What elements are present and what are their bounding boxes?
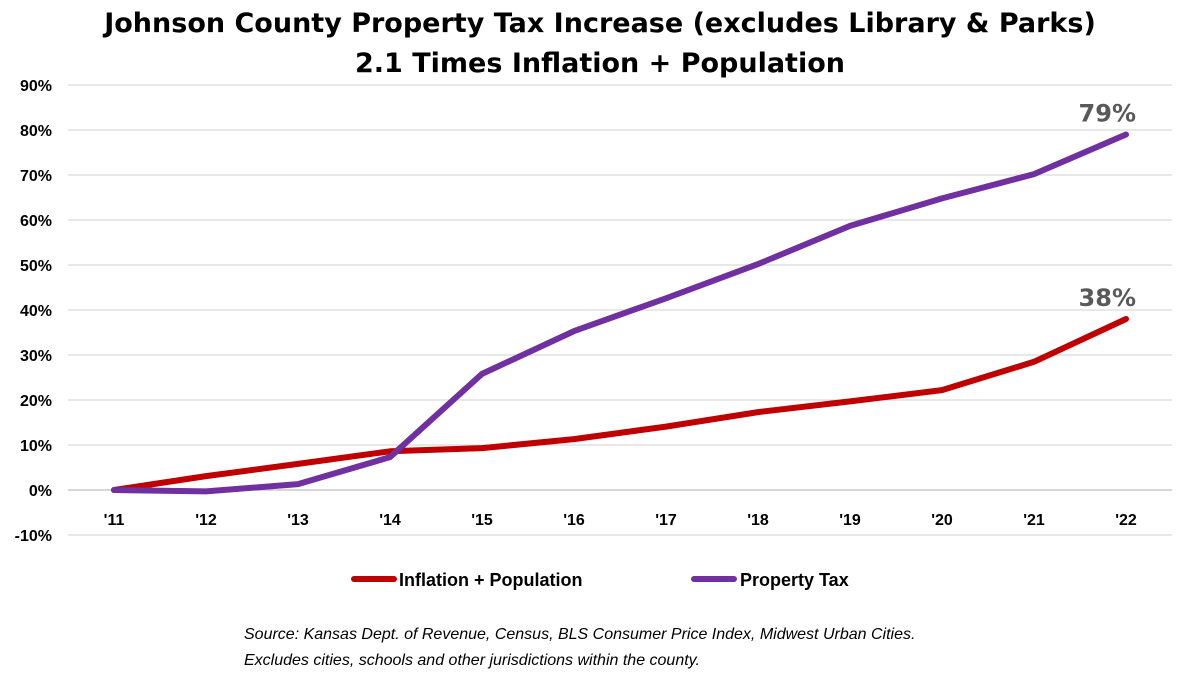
y-tick-label: 20%	[20, 393, 52, 410]
y-tick-label: 0%	[29, 483, 52, 500]
source-line-2: Excludes cities, schools and other juris…	[244, 652, 700, 669]
y-tick-label: 30%	[20, 348, 52, 365]
y-tick-label: 90%	[20, 78, 52, 95]
y-tick-label: 50%	[20, 258, 52, 275]
source-line-1: Source: Kansas Dept. of Revenue, Census,…	[244, 626, 916, 643]
x-tick-label: '20	[931, 512, 953, 529]
x-tick-label: '16	[563, 512, 585, 529]
data-label-inflation-population: 38%	[1079, 284, 1136, 312]
data-label-property-tax: 79%	[1079, 100, 1136, 128]
series-line-inflation-population	[111, 316, 1129, 493]
series-line-property-tax	[111, 131, 1129, 495]
x-tick-label: '17	[655, 512, 677, 529]
y-tick-label: 10%	[20, 438, 52, 455]
chart-subtitle: 2.1 Times Inflation + Population	[355, 48, 845, 79]
x-tick-label: '21	[1023, 512, 1045, 529]
y-tick-label: 70%	[20, 168, 52, 185]
x-tick-label: '11	[104, 512, 125, 529]
x-tick-label: '15	[471, 512, 493, 529]
x-tick-label: '12	[195, 512, 217, 529]
chart-title-block: Johnson County Property Tax Increase (ex…	[0, 4, 1200, 84]
source-note: Source: Kansas Dept. of Revenue, Census,…	[244, 622, 915, 674]
x-tick-label: '19	[839, 512, 861, 529]
y-tick-label: 40%	[20, 303, 52, 320]
y-tick-label: 60%	[20, 213, 52, 230]
x-tick-label: '14	[379, 512, 401, 529]
legend-label: Property Tax	[740, 570, 849, 590]
y-tick-label: -10%	[15, 528, 52, 545]
y-tick-label: 80%	[20, 123, 52, 140]
legend-label: Inflation + Population	[399, 570, 583, 590]
chart-title: Johnson County Property Tax Increase (ex…	[104, 8, 1096, 39]
x-tick-label: '13	[287, 512, 309, 529]
x-tick-label: '18	[747, 512, 769, 529]
x-tick-label: '22	[1115, 512, 1137, 529]
